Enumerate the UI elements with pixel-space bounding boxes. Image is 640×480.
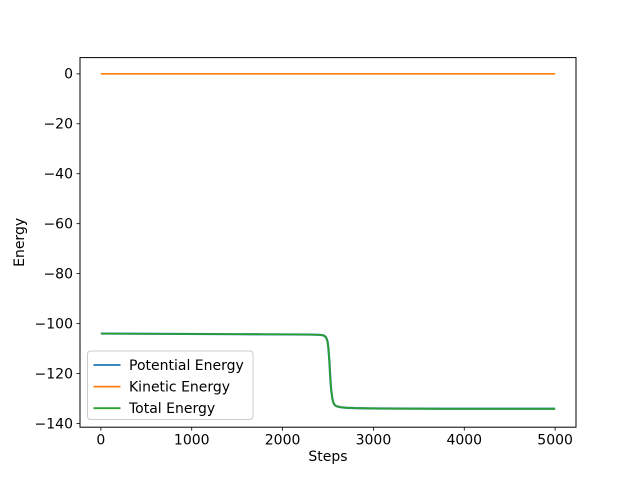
y-tick-label: −100 [35, 316, 73, 332]
legend: Potential Energy Kinetic Energy Total Ener… [87, 350, 254, 420]
plot-area-spines [79, 57, 577, 428]
legend-label: Kinetic Energy [129, 380, 230, 396]
x-tick-label: 2000 [265, 433, 301, 449]
legend-label: Total Energy [128, 401, 215, 417]
legend-label: Potential Energy [129, 358, 244, 374]
series-line-total-energy [100, 332, 556, 410]
y-tick-label: −20 [43, 117, 73, 133]
y-tick-label: −60 [43, 216, 73, 232]
x-axis-label: Steps [308, 449, 347, 465]
x-tick-label: 0 [96, 433, 105, 449]
y-tick-label: −40 [43, 167, 73, 183]
x-tick-label: 3000 [356, 433, 392, 449]
y-axis-label: Energy [12, 218, 28, 267]
x-tick-label: 5000 [537, 433, 573, 449]
y-tick-label: −80 [43, 266, 73, 282]
x-tick-label: 4000 [446, 433, 482, 449]
legend-box [87, 350, 254, 420]
y-tick-label: 0 [64, 67, 73, 83]
y-tick-label: −120 [35, 366, 73, 382]
x-tick-label: 1000 [174, 433, 210, 449]
y-tick-label: −140 [35, 416, 73, 432]
